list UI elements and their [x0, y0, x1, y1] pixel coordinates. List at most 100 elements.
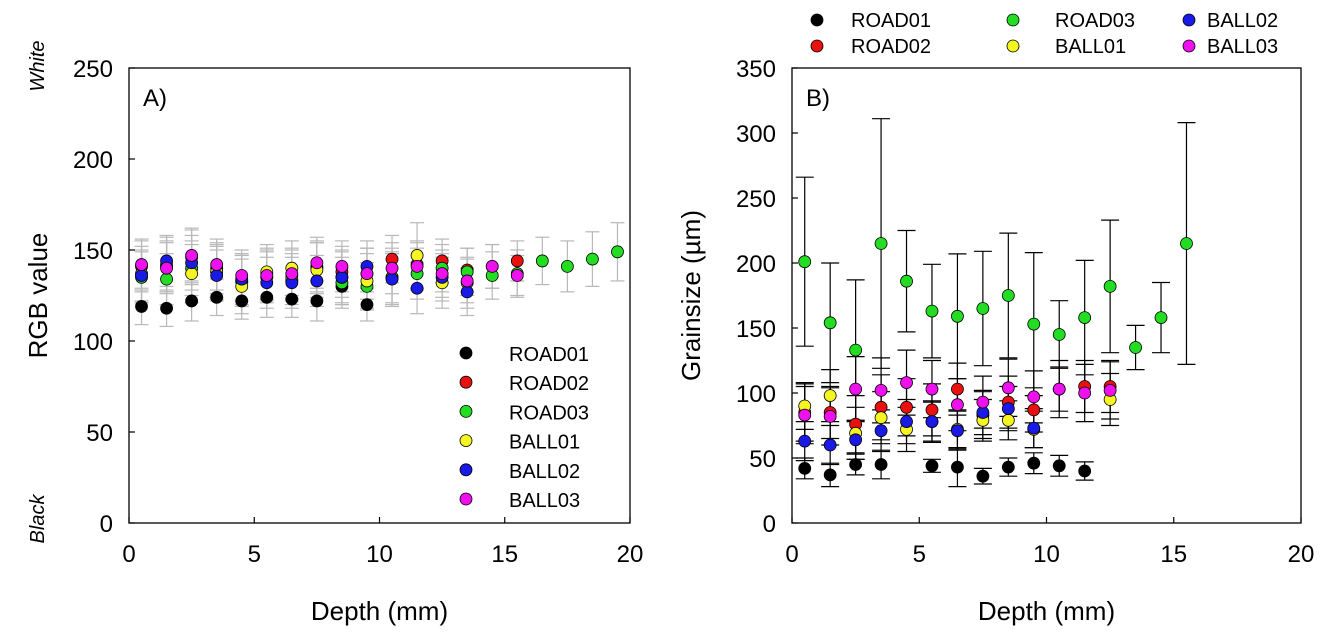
data-point-ball03 [823, 409, 837, 423]
data-point-ball02 [900, 415, 913, 429]
data-point-road03 [1154, 311, 1168, 325]
panel-b-points [798, 237, 1193, 483]
data-point-ball03 [185, 249, 199, 262]
panel-b-plot-frame [791, 67, 1302, 524]
data-point-road01 [260, 290, 274, 304]
panel-a-error-bars [134, 222, 625, 328]
panel-a-plot-frame [128, 67, 631, 524]
panel-b-x-axis: 0 5 10 15 20 [785, 517, 1314, 568]
data-point-ball03 [485, 259, 499, 273]
data-point-road01 [135, 300, 148, 313]
data-point-ball03 [335, 259, 349, 273]
data-point-ball03 [900, 376, 913, 390]
data-point-ball03 [874, 383, 888, 397]
data-point-ball02 [410, 281, 424, 295]
data-point-road01 [874, 458, 888, 471]
y-tick-label: 100 [736, 381, 776, 408]
legend-marker-ball02 [1182, 13, 1196, 27]
legend-label-road01: ROAD01 [509, 344, 589, 366]
data-point-ball02 [385, 272, 399, 286]
data-point-road03 [560, 259, 574, 273]
data-point-ball03 [1103, 383, 1117, 397]
data-point-road01 [1078, 464, 1092, 478]
legend-marker-road03 [459, 404, 473, 418]
x-tick-label: 20 [1288, 541, 1315, 568]
data-point-ball03 [1001, 381, 1015, 395]
data-point-ball02 [874, 424, 888, 438]
data-point-ball03 [798, 408, 812, 422]
x-tick-label: 0 [122, 541, 135, 568]
data-point-ball03 [135, 258, 148, 271]
y-tick-label: 250 [736, 186, 776, 213]
y-tick-label: 50 [749, 446, 776, 473]
data-point-road02 [951, 382, 964, 396]
legend-label-road02: ROAD02 [851, 36, 931, 58]
data-point-road03 [798, 255, 812, 269]
data-point-ball01 [823, 389, 837, 403]
data-point-ball03 [160, 261, 173, 275]
data-point-ball03 [435, 267, 449, 281]
data-point-ball03 [951, 398, 964, 412]
panel-b-y-axis-label: Grainsize (µm) [676, 210, 706, 381]
data-point-road03 [1180, 237, 1193, 250]
data-point-ball03 [210, 258, 224, 271]
data-point-ball03 [260, 269, 274, 282]
data-point-ball02 [951, 424, 964, 438]
legend-label-ball01: BALL01 [509, 432, 580, 454]
x-tick-label: 15 [491, 541, 518, 568]
data-point-road01 [210, 290, 224, 304]
data-point-ball02 [210, 269, 224, 282]
data-point-ball02 [135, 269, 148, 282]
panel-b-x-axis-label: Depth (mm) [978, 596, 1115, 626]
panel-a-x-axis-label: Depth (mm) [311, 596, 448, 626]
legend-marker-road03 [1006, 13, 1020, 27]
data-point-ball01 [410, 249, 424, 262]
y-tick-label: 100 [73, 329, 113, 356]
y-tick-label: 0 [763, 511, 776, 538]
x-tick-label: 5 [248, 541, 261, 568]
data-point-ball02 [925, 415, 939, 429]
data-point-road02 [925, 403, 939, 417]
legend-label-ball03: BALL03 [1207, 36, 1278, 58]
data-point-ball03 [976, 395, 990, 409]
panel-a-points [135, 245, 624, 315]
panel-a-y-axis: 0 50 100 150 200 250 [73, 56, 135, 538]
data-point-road03 [1001, 289, 1015, 302]
data-point-road03 [823, 316, 837, 330]
data-point-road03 [535, 254, 549, 268]
data-point-road03 [976, 302, 990, 315]
x-tick-label: 5 [913, 541, 926, 568]
y-tick-label: 200 [736, 251, 776, 278]
data-point-ball01 [1001, 413, 1015, 427]
y-tick-label: 0 [100, 511, 113, 538]
x-tick-label: 15 [1160, 541, 1187, 568]
data-point-road03 [900, 274, 913, 288]
data-point-road01 [925, 459, 939, 473]
data-point-road03 [849, 343, 863, 357]
panel-b-chart: 0 5 10 15 20 0 50 100 150 200 250 300 350 B) Depth … [676, 10, 1314, 626]
data-point-road02 [510, 254, 524, 268]
data-point-ball02 [310, 274, 324, 288]
legend-marker-road01 [810, 13, 824, 27]
data-point-road01 [185, 294, 199, 308]
data-point-ball02 [823, 438, 837, 452]
data-point-road03 [951, 309, 964, 323]
data-point-ball03 [235, 269, 249, 282]
data-point-ball02 [849, 433, 863, 447]
data-point-ball03 [1078, 386, 1092, 400]
data-point-ball03 [510, 269, 524, 282]
legend-label-ball03: BALL03 [509, 490, 580, 512]
data-point-road01 [1001, 460, 1015, 474]
data-point-road02 [1027, 403, 1041, 417]
legend-marker-ball01 [1006, 39, 1020, 53]
data-point-ball03 [410, 259, 424, 273]
legend-label-road03: ROAD03 [509, 402, 589, 424]
x-tick-label: 0 [785, 541, 798, 568]
legend-label-road02: ROAD02 [509, 373, 589, 395]
data-point-ball03 [385, 261, 399, 275]
x-tick-label: 20 [617, 541, 644, 568]
x-tick-label: 10 [366, 541, 393, 568]
y-tick-label: 300 [736, 121, 776, 148]
y-tick-label: 50 [86, 420, 113, 447]
